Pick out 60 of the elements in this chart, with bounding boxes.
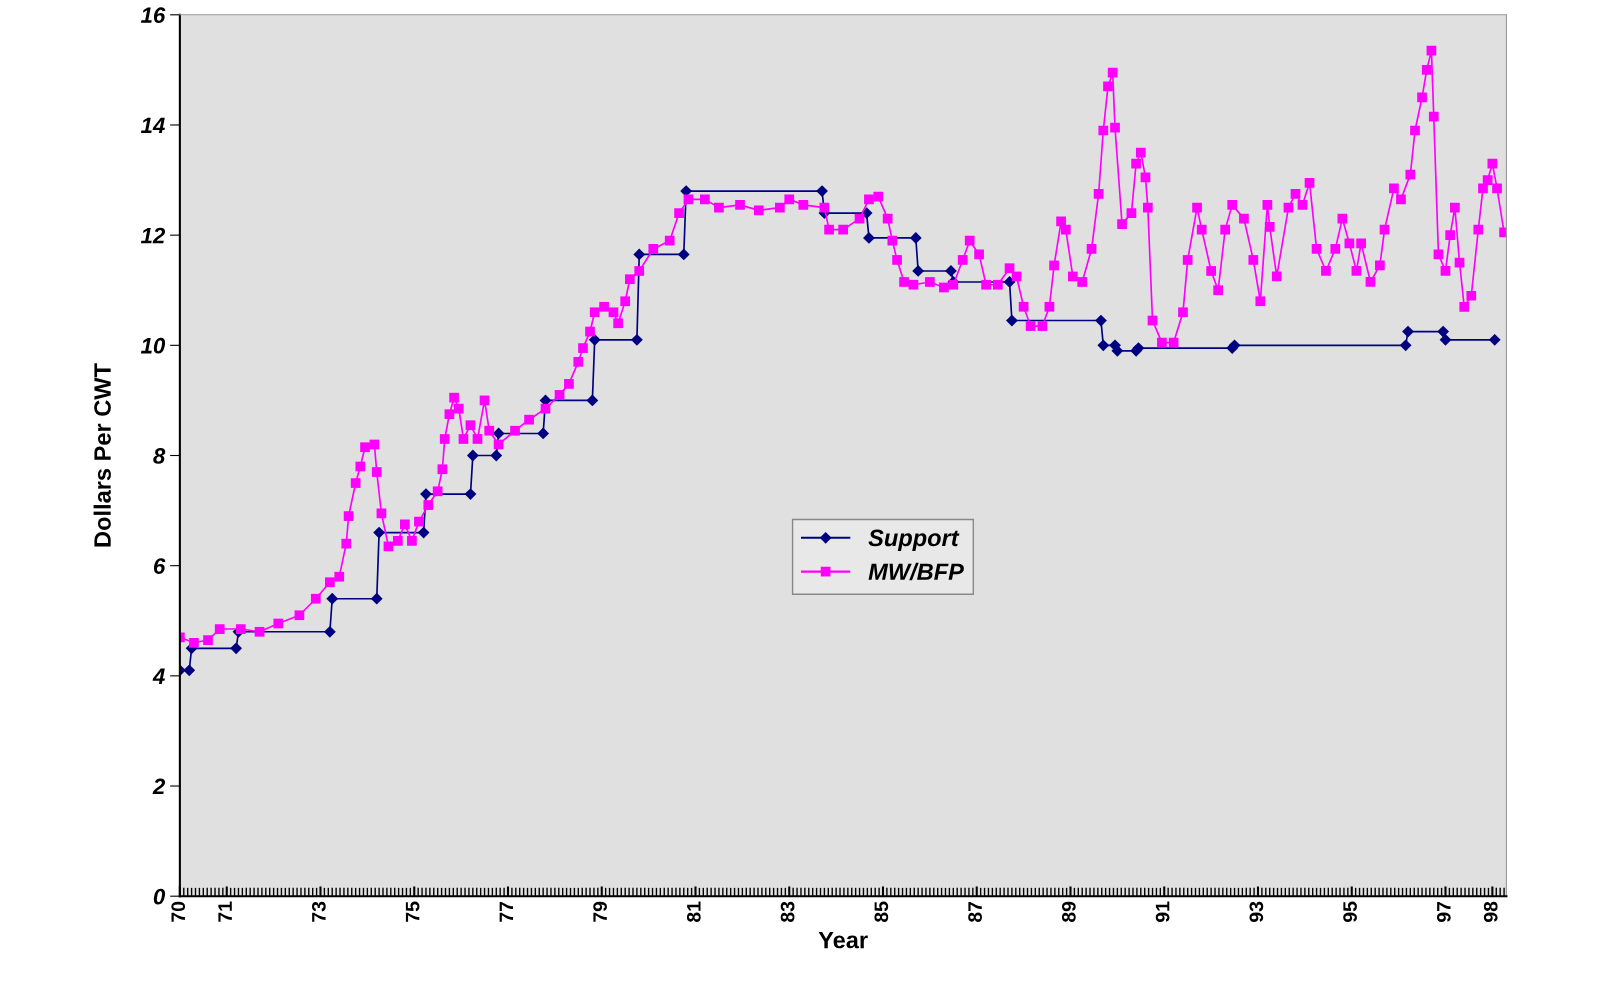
legend-label: Support — [868, 529, 960, 551]
point — [466, 449, 479, 462]
y-tick-label: 6 — [153, 558, 166, 574]
y-tick-label: 0 — [153, 888, 166, 905]
point — [677, 248, 690, 261]
point — [1003, 276, 1016, 288]
legend-label: MW/BFP — [868, 562, 964, 581]
x-tick-label: 71 — [218, 901, 232, 922]
point — [863, 232, 875, 244]
y-tick-label: 8 — [153, 448, 166, 464]
point — [588, 333, 601, 346]
y-tick-label: 4 — [152, 668, 165, 684]
x-tick-label: 93 — [1249, 901, 1264, 923]
point — [633, 248, 646, 261]
y-tick-label: 12 — [140, 227, 166, 244]
point — [816, 185, 828, 197]
point — [464, 488, 477, 500]
point — [1439, 333, 1452, 346]
y-tick-label: 16 — [140, 7, 166, 24]
point — [490, 449, 503, 462]
x-tick-label: 83 — [780, 901, 795, 923]
point — [323, 625, 336, 638]
point — [1488, 333, 1501, 346]
point — [586, 394, 599, 407]
y-tick-label: 10 — [140, 337, 166, 354]
point — [1006, 314, 1018, 327]
point — [912, 265, 925, 277]
x-tick-label: 77 — [499, 901, 514, 922]
x-tick-label: 95 — [1343, 901, 1357, 923]
point — [230, 642, 243, 655]
x-axis-title: Year — [818, 931, 868, 949]
point — [909, 232, 922, 244]
x-tick-label: 91 — [1155, 901, 1170, 923]
point — [370, 592, 383, 605]
point — [1399, 339, 1412, 352]
y-tick-label: 14 — [140, 117, 165, 134]
point — [417, 526, 430, 539]
point — [1095, 314, 1107, 327]
x-tick-label: 87 — [968, 901, 982, 923]
point — [373, 526, 385, 539]
point — [420, 488, 432, 500]
point — [326, 592, 339, 605]
x-tick-label: 70 — [171, 901, 186, 922]
point — [631, 333, 643, 346]
x-tick-label: 85 — [874, 901, 889, 923]
point — [860, 207, 873, 220]
x-tick-label: 97 — [1436, 901, 1451, 923]
x-tick-label: 75 — [405, 901, 420, 922]
point — [1437, 325, 1450, 338]
point — [183, 664, 196, 677]
y-tick-label: 2 — [152, 778, 166, 795]
point — [1402, 325, 1414, 338]
x-tick-label: 81 — [686, 901, 701, 923]
x-tick-label: 98 — [1483, 901, 1498, 923]
x-tick-label: 89 — [1061, 901, 1076, 923]
x-tick-label: 79 — [593, 901, 607, 922]
y-axis-title: Dollars Per CWT — [93, 363, 111, 547]
point — [537, 427, 550, 440]
x-tick-label: 73 — [311, 901, 326, 922]
point — [1097, 339, 1110, 352]
